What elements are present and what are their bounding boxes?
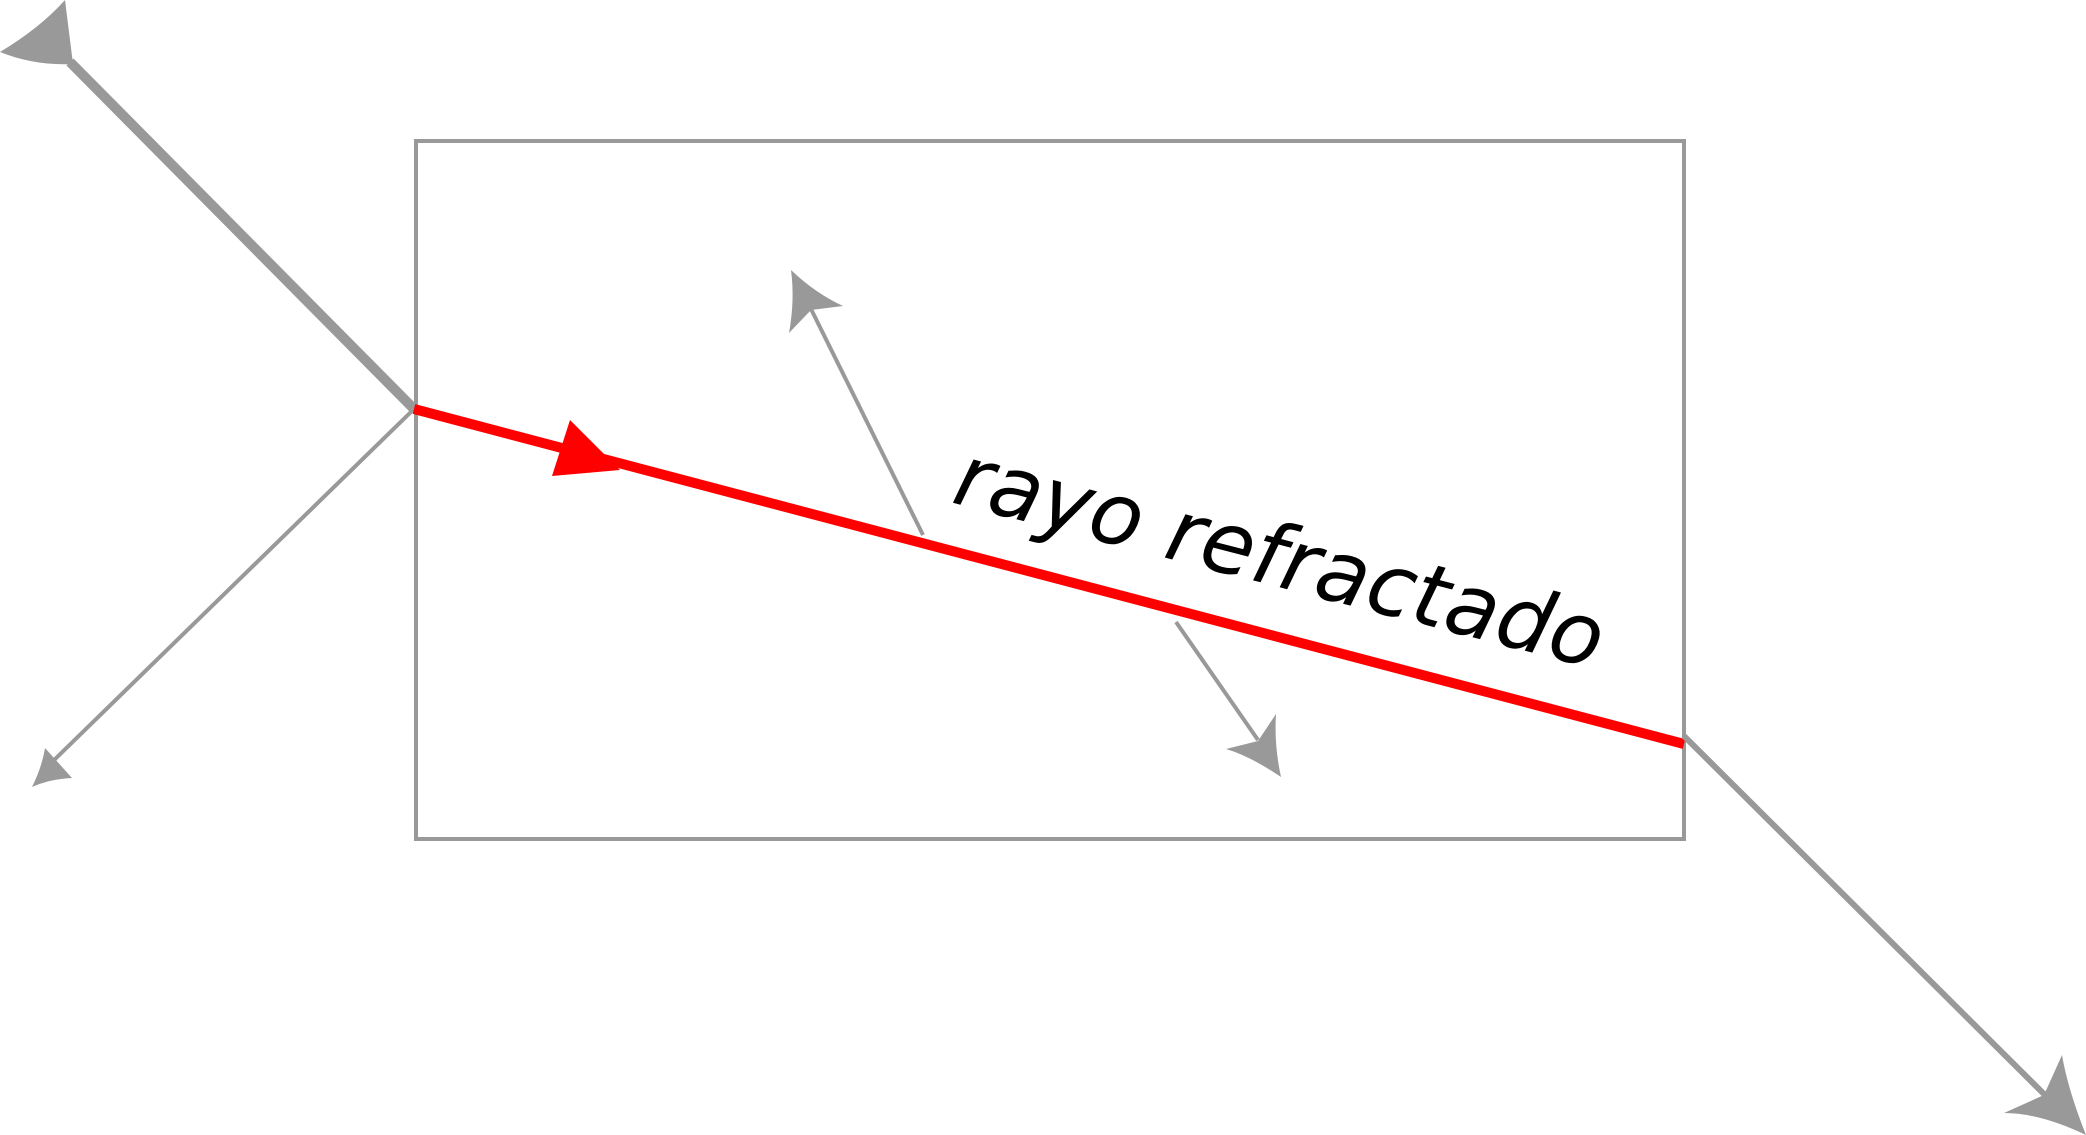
reflected-ray (48, 407, 416, 766)
emergent-ray (1681, 733, 2051, 1101)
refracted-ray (412, 404, 1686, 749)
refracted-ray-arrowhead (552, 420, 620, 476)
upper-arrow-arrowhead (789, 270, 843, 333)
lower-arrow-arrowhead (1226, 714, 1281, 777)
incident-ray-arrowhead (0, 0, 73, 65)
upper-arrow-line (808, 306, 925, 536)
glass-block (414, 139, 1686, 841)
refracted-ray-label: rayo refractado (945, 426, 1615, 690)
lower-arrow-line (1174, 620, 1260, 742)
emergent-ray-arrowhead (2004, 1055, 2086, 1135)
reflected-ray-arrowhead (32, 748, 72, 787)
incident-ray (66, 58, 418, 413)
